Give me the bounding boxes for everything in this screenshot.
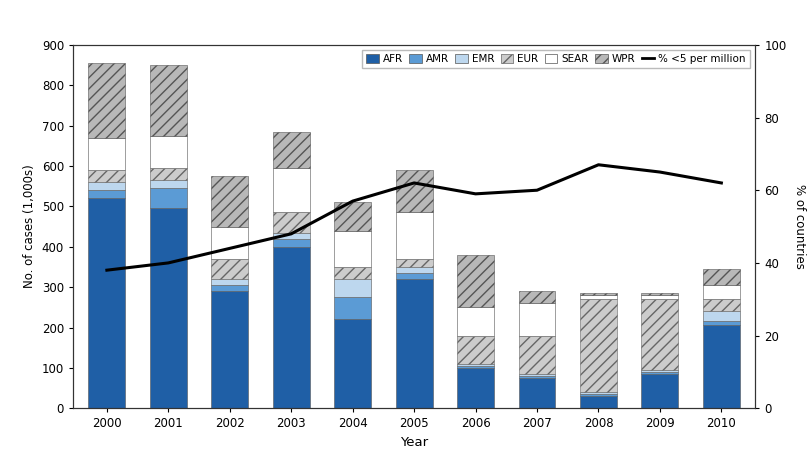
Bar (518, 291, 555, 303)
Bar (702, 299, 739, 312)
Bar (211, 259, 248, 279)
Bar (211, 227, 248, 259)
Bar (150, 188, 187, 208)
Bar (579, 299, 616, 392)
Bar (518, 376, 555, 378)
Bar (272, 247, 309, 408)
Bar (579, 295, 616, 299)
Bar (702, 326, 739, 408)
Bar (88, 170, 125, 182)
Bar (211, 176, 248, 227)
Bar (150, 135, 187, 168)
Bar (702, 269, 739, 285)
Bar (211, 291, 248, 408)
Bar (457, 364, 493, 366)
Bar (641, 293, 677, 295)
Bar (457, 366, 493, 368)
Bar (150, 180, 187, 188)
Bar (579, 394, 616, 396)
Bar (641, 295, 677, 299)
Bar (395, 212, 432, 259)
Bar (457, 368, 493, 408)
Bar (272, 132, 309, 168)
Bar (579, 392, 616, 394)
Bar (334, 231, 371, 267)
Bar (334, 320, 371, 408)
Bar (457, 307, 493, 336)
Bar (395, 267, 432, 273)
Bar (88, 63, 125, 138)
Bar (272, 233, 309, 239)
Bar (518, 374, 555, 376)
Bar (88, 138, 125, 170)
Bar (518, 378, 555, 408)
Bar (334, 279, 371, 297)
Bar (272, 212, 309, 233)
Bar (518, 303, 555, 336)
Bar (150, 208, 187, 408)
Legend: AFR, AMR, EMR, EUR, SEAR, WPR, % <5 per million: AFR, AMR, EMR, EUR, SEAR, WPR, % <5 per … (362, 50, 749, 68)
Bar (395, 273, 432, 279)
Bar (457, 336, 493, 364)
Bar (334, 297, 371, 320)
Bar (88, 198, 125, 408)
Bar (702, 285, 739, 299)
Bar (334, 202, 371, 231)
Bar (272, 239, 309, 247)
Bar (579, 396, 616, 408)
Y-axis label: % of countries: % of countries (792, 184, 805, 269)
X-axis label: Year: Year (400, 436, 427, 449)
Text: Medscape: Medscape (6, 9, 92, 25)
Bar (395, 279, 432, 408)
Bar (88, 190, 125, 198)
Bar (150, 168, 187, 180)
Bar (641, 372, 677, 374)
Bar (518, 336, 555, 374)
Bar (211, 279, 248, 285)
Bar (641, 374, 677, 408)
Bar (395, 259, 432, 267)
Bar (579, 293, 616, 295)
Bar (211, 285, 248, 291)
Bar (641, 299, 677, 370)
Text: Source: MMWR © 2012 Centers for Disease Control and Prevention (CDC): Source: MMWR © 2012 Centers for Disease … (435, 455, 795, 465)
Bar (150, 65, 187, 135)
Bar (641, 370, 677, 372)
Bar (702, 321, 739, 326)
Y-axis label: No. of cases (1,000s): No. of cases (1,000s) (24, 165, 36, 288)
Bar (395, 170, 432, 212)
Bar (702, 312, 739, 321)
Bar (272, 168, 309, 212)
Bar (457, 255, 493, 307)
Bar (88, 182, 125, 190)
Bar (334, 267, 371, 279)
